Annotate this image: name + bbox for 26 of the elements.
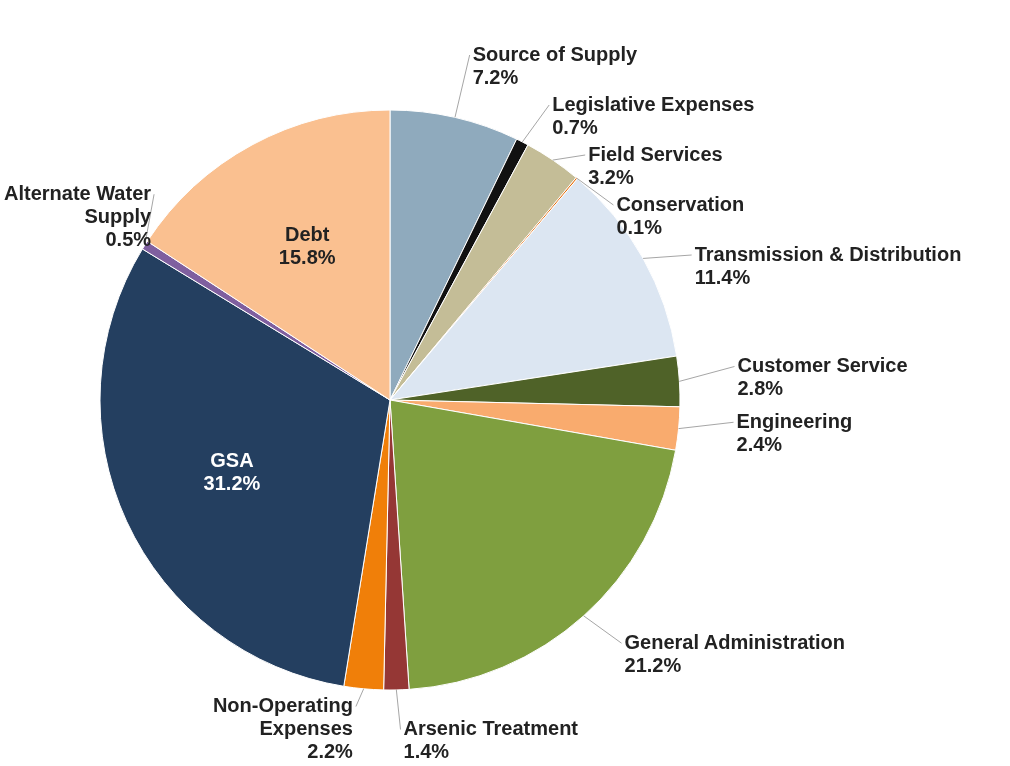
data-label: 15.8% — [278, 245, 336, 268]
data-label: 7.2% — [472, 65, 519, 88]
slice-label: Legislative Expenses — [552, 92, 755, 115]
data-label: 3.2% — [588, 165, 634, 188]
data-label: 0.5% — [105, 227, 152, 250]
data-label: 2.2% — [307, 740, 354, 763]
slice-label: Conservation — [616, 192, 745, 215]
data-label: 1.4% — [403, 740, 450, 763]
slice-label: Non-Operating Expenses — [212, 694, 353, 740]
data-label: 21.2% — [624, 653, 682, 676]
data-label: 0.7% — [552, 115, 598, 138]
data-label: 2.4% — [736, 432, 783, 455]
slice-label: Field Services — [588, 142, 723, 165]
data-label: 11.4% — [694, 265, 751, 288]
slice-label: Alternate Water Supply — [3, 181, 152, 227]
data-label: 0.1% — [616, 215, 663, 238]
slice-label: Arsenic Treatment — [403, 717, 579, 740]
slice-label: Customer Service — [737, 354, 908, 377]
slice-label: Engineering — [736, 409, 853, 432]
slice-label: GSA — [210, 448, 254, 471]
slice-label: Debt — [284, 222, 330, 245]
slice-label: Source of Supply — [472, 42, 639, 65]
slice-label: General Administration — [624, 630, 845, 653]
slice-label: Transmission & Distribution — [694, 242, 962, 265]
data-label: 31.2% — [203, 471, 261, 494]
data-label: 2.8% — [737, 377, 784, 400]
